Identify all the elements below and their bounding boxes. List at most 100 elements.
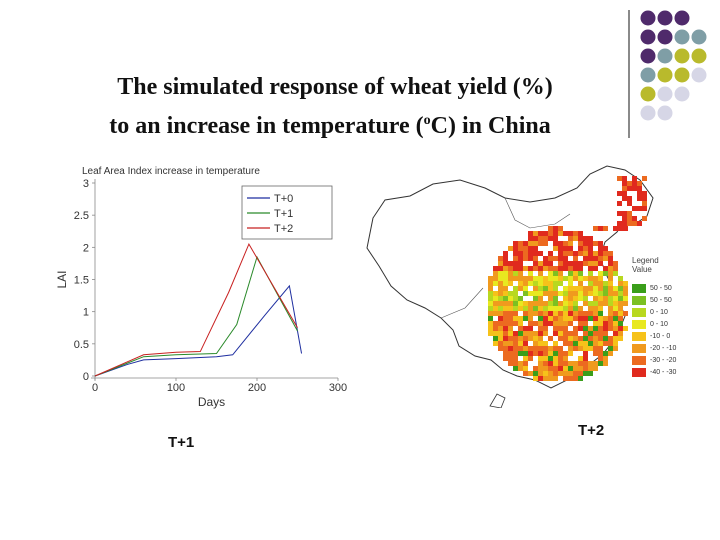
map-cell [518, 321, 523, 326]
map-legend-row: -40 - -30 [632, 366, 692, 378]
map-cell [608, 341, 613, 346]
map-cell [543, 346, 548, 351]
map-cell [513, 271, 518, 276]
map-cell [608, 296, 613, 301]
map-cell [608, 281, 613, 286]
map-cell [578, 366, 583, 371]
map-cell [548, 321, 553, 326]
map-legend-swatch [632, 319, 646, 329]
map-cell [568, 361, 573, 366]
map-cell [598, 346, 603, 351]
map-cell [563, 316, 568, 321]
map-cell [573, 256, 578, 261]
map-cell [593, 261, 598, 266]
map-cell [538, 376, 543, 381]
map-cell [533, 296, 538, 301]
map-cell [613, 336, 618, 341]
map-cell [613, 296, 618, 301]
map-cell [503, 256, 508, 261]
map-cell [513, 366, 518, 371]
map-cell [568, 291, 573, 296]
map-cell [538, 336, 543, 341]
title-line-1: The simulated response of wheat yield (%… [117, 74, 553, 100]
map-cell [548, 376, 553, 381]
map-cell [583, 351, 588, 356]
map-cell [528, 351, 533, 356]
map-cell [513, 351, 518, 356]
map-cell [568, 321, 573, 326]
map-cell [558, 251, 563, 256]
y-tick-label: 1 [83, 307, 89, 319]
map-cell [563, 231, 568, 236]
map-cell [558, 281, 563, 286]
map-cell [558, 346, 563, 351]
map-cell [593, 361, 598, 366]
map-cell [558, 256, 563, 261]
map-cell [533, 376, 538, 381]
map-cell [558, 261, 563, 266]
map-cell [508, 311, 513, 316]
map-cell [627, 201, 632, 206]
map-cell [488, 326, 493, 331]
map-legend-label: -30 - -20 [650, 356, 677, 364]
map-cell [498, 281, 503, 286]
decorative-dot [657, 48, 673, 64]
map-cell [533, 236, 538, 241]
map-cell [563, 256, 568, 261]
map-cell [588, 266, 593, 271]
map-cell [593, 366, 598, 371]
decorative-divider [628, 10, 630, 138]
map-cell [563, 321, 568, 326]
map-cell [593, 251, 598, 256]
map-cell [558, 311, 563, 316]
map-cell [558, 366, 563, 371]
map-cell [498, 296, 503, 301]
map-cell [598, 351, 603, 356]
map-cell [632, 206, 637, 211]
map-cell [603, 341, 608, 346]
map-cell [543, 331, 548, 336]
map-cell [578, 261, 583, 266]
map-cell [603, 266, 608, 271]
map-cell [543, 276, 548, 281]
map-cell [503, 281, 508, 286]
map-cell [518, 301, 523, 306]
map-cell [553, 301, 558, 306]
map-cell [622, 176, 627, 181]
map-cell [618, 331, 623, 336]
map-cell [498, 326, 503, 331]
map-cell [558, 321, 563, 326]
map-cell [538, 266, 543, 271]
map-cell [583, 296, 588, 301]
map-cell [603, 361, 608, 366]
map-cell [573, 311, 578, 316]
map-cell [593, 331, 598, 336]
map-cell [508, 336, 513, 341]
map-cell [623, 326, 628, 331]
map-cell [538, 351, 543, 356]
map-cell [588, 341, 593, 346]
map-cell [518, 316, 523, 321]
map-cell [548, 286, 553, 291]
map-cell [573, 361, 578, 366]
map-cell [558, 351, 563, 356]
decorative-dot [691, 29, 707, 45]
map-cell [578, 326, 583, 331]
map-cell [543, 261, 548, 266]
map-cell [508, 281, 513, 286]
map-cell [538, 371, 543, 376]
map-cell [598, 326, 603, 331]
map-cell [593, 321, 598, 326]
map-cell [578, 291, 583, 296]
map-cell [518, 261, 523, 266]
map-cell [603, 316, 608, 321]
series-line-tplus1 [94, 255, 298, 377]
map-cell [553, 291, 558, 296]
map-cell [503, 261, 508, 266]
map-cell [593, 296, 598, 301]
map-cell [488, 316, 493, 321]
decorative-dot [640, 67, 656, 83]
map-cell [603, 296, 608, 301]
map-cell [513, 301, 518, 306]
map-cell [568, 351, 573, 356]
